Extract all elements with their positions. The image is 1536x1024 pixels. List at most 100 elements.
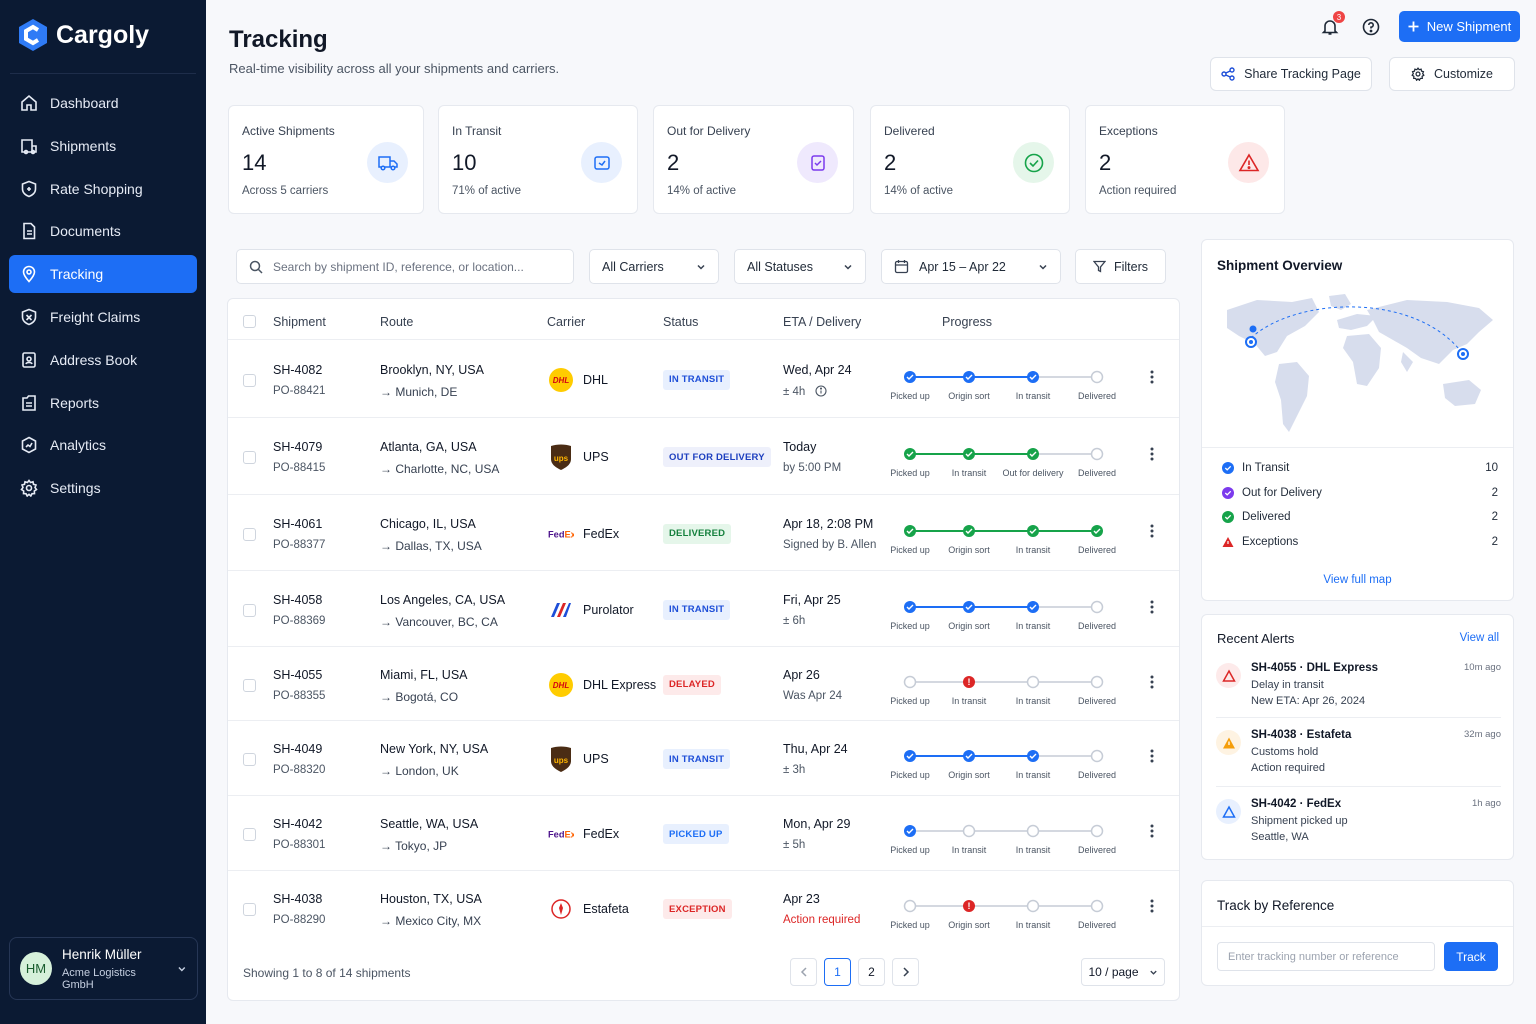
stat-card-in-transit[interactable]: In Transit 10 71% of active bbox=[438, 105, 638, 214]
row-actions-menu[interactable] bbox=[1149, 674, 1155, 695]
row-checkbox[interactable] bbox=[243, 527, 256, 541]
table-row[interactable]: SH-4055 PO-88355 Miami, FL, USA → Bogotá, C… bbox=[228, 646, 1179, 721]
table-row[interactable]: SH-4058 PO-88369 Los Angeles, CA, USA → Van… bbox=[228, 570, 1179, 647]
alert-divider bbox=[1216, 717, 1501, 718]
alert-item[interactable]: SH-4038 · Estafeta Customs hold Action req… bbox=[1216, 729, 1501, 789]
stat-card-delivered[interactable]: Delivered 2 14% of active bbox=[870, 105, 1070, 214]
stat-card-exceptions[interactable]: Exceptions 2 Action required bbox=[1085, 105, 1285, 214]
table-row[interactable]: SH-4038 PO-88290 Houston, TX, USA → Mexico … bbox=[228, 870, 1179, 946]
table-row[interactable]: SH-4042 PO-88301 Seattle, WA, USA → Tokyo, … bbox=[228, 795, 1179, 871]
shipment-id[interactable]: SH-4042 bbox=[273, 817, 323, 831]
shipment-id[interactable]: SH-4038 bbox=[273, 892, 323, 906]
carrier-select[interactable]: All Carriers bbox=[589, 249, 719, 284]
page-size-select[interactable]: 10 / page bbox=[1081, 958, 1165, 986]
alert-time: 1h ago bbox=[1471, 798, 1501, 809]
row-actions-menu[interactable] bbox=[1149, 369, 1155, 390]
sidebar-item-freight-claims[interactable]: Freight Claims bbox=[9, 298, 197, 336]
help-button[interactable] bbox=[1361, 17, 1381, 37]
progress-tracker: Picked up Origin sort In transit Delivered bbox=[890, 748, 1130, 788]
row-checkbox[interactable] bbox=[243, 373, 256, 387]
world-map[interactable] bbox=[1217, 292, 1500, 448]
notifications-button[interactable]: 3 bbox=[1320, 11, 1345, 37]
user-menu[interactable]: HM Henrik Müller Acme Logistics GmbH bbox=[9, 937, 198, 1000]
shipment-id[interactable]: SH-4058 bbox=[273, 592, 323, 607]
page-button-2[interactable]: 2 bbox=[858, 958, 885, 986]
sidebar-item-address-book[interactable]: Address Book bbox=[9, 341, 197, 379]
table-row[interactable]: SH-4061 PO-88377 Chicago, IL, USA → Dallas,… bbox=[228, 494, 1179, 571]
customize-button[interactable]: Customize bbox=[1389, 57, 1515, 91]
search-placeholder: Search by shipment ID, reference, or loc… bbox=[273, 259, 524, 274]
row-checkbox[interactable] bbox=[243, 753, 256, 766]
shipment-id[interactable]: SH-4079 bbox=[273, 440, 323, 454]
progress-step-error bbox=[963, 900, 975, 912]
column-header[interactable]: ETA / Delivery bbox=[783, 315, 862, 329]
sidebar-item-settings[interactable]: Settings bbox=[9, 469, 197, 507]
table-row[interactable]: SH-4079 PO-88415 Atlanta, GA, USA → Charlot… bbox=[228, 417, 1179, 495]
progress-step-done bbox=[963, 600, 975, 613]
info-icon[interactable] bbox=[814, 384, 827, 397]
column-header[interactable]: Route bbox=[380, 315, 414, 329]
tracking-reference-input[interactable]: Enter tracking number or reference bbox=[1217, 942, 1435, 971]
row-actions-menu[interactable] bbox=[1149, 748, 1155, 769]
column-header[interactable]: Carrier bbox=[547, 315, 586, 329]
row-checkbox[interactable] bbox=[243, 903, 256, 916]
row-checkbox[interactable] bbox=[243, 828, 256, 841]
progress-step-done bbox=[963, 750, 975, 762]
track-divider bbox=[1202, 926, 1513, 927]
progress-step-label: In transit bbox=[951, 468, 987, 478]
ups-logo-icon: ups bbox=[551, 746, 571, 772]
sidebar-item-analytics[interactable]: Analytics bbox=[9, 426, 197, 464]
progress-step-done bbox=[904, 825, 916, 837]
row-actions-menu[interactable] bbox=[1149, 523, 1155, 544]
eta-date: Apr 23 bbox=[783, 892, 820, 906]
column-header[interactable]: Shipment bbox=[273, 315, 326, 329]
sidebar-item-reports[interactable]: Reports bbox=[9, 384, 197, 422]
carrier-name: FedEx bbox=[583, 827, 620, 841]
shipment-id[interactable]: SH-4055 bbox=[273, 667, 323, 682]
status-select[interactable]: All Statuses bbox=[734, 249, 866, 284]
stat-card-out-for-delivery[interactable]: Out for Delivery 2 14% of active bbox=[653, 105, 854, 214]
chevron-right-icon bbox=[902, 967, 909, 977]
alert-item[interactable]: SH-4042 · FedEx Shipment picked up Seattle… bbox=[1216, 798, 1501, 858]
sidebar-item-rate-shopping[interactable]: Rate Shopping bbox=[9, 170, 197, 208]
row-actions-menu[interactable] bbox=[1149, 446, 1155, 467]
table-row[interactable]: SH-4049 PO-88320 New York, NY, USA → London… bbox=[228, 720, 1179, 796]
next-page-button[interactable] bbox=[892, 958, 919, 986]
eta-date: Today bbox=[783, 440, 817, 454]
track-button[interactable]: Track bbox=[1444, 942, 1498, 971]
row-actions-menu[interactable] bbox=[1149, 599, 1155, 620]
route-origin: Los Angeles, CA, USA bbox=[380, 592, 506, 607]
search-input[interactable]: Search by shipment ID, reference, or loc… bbox=[236, 249, 574, 284]
column-header[interactable]: Progress bbox=[942, 315, 993, 329]
shipment-id[interactable]: SH-4049 bbox=[273, 742, 323, 756]
row-checkbox[interactable] bbox=[243, 678, 256, 692]
date-range-value: Apr 15 – Apr 22 bbox=[919, 259, 1006, 274]
row-actions-menu[interactable] bbox=[1149, 823, 1155, 844]
progress-tracker: Picked up Origin sort In transit Delivered bbox=[890, 599, 1130, 639]
alert-item[interactable]: SH-4055 · DHL Express Delay in transit New… bbox=[1216, 662, 1501, 722]
prev-page-button[interactable] bbox=[790, 958, 817, 986]
column-header[interactable]: Status bbox=[663, 315, 699, 329]
row-actions-menu[interactable] bbox=[1149, 898, 1155, 919]
stat-card-active-shipments[interactable]: Active Shipments 14 Across 5 carriers bbox=[228, 105, 424, 214]
select-all-checkbox[interactable] bbox=[243, 315, 256, 328]
sidebar-item-shipments[interactable]: Shipments bbox=[9, 127, 197, 165]
date-range-picker[interactable]: Apr 15 – Apr 22 bbox=[881, 249, 1061, 284]
new-shipment-button[interactable]: New Shipment bbox=[1399, 11, 1520, 42]
sidebar-item-tracking[interactable]: Tracking bbox=[9, 255, 197, 294]
view-full-map-link[interactable]: View full map bbox=[1323, 574, 1392, 586]
filters-button[interactable]: Filters bbox=[1075, 249, 1166, 284]
shipment-id[interactable]: SH-4082 bbox=[273, 362, 323, 377]
page-button-1[interactable]: 1 bbox=[824, 958, 851, 986]
share-tracking-button[interactable]: Share Tracking Page bbox=[1210, 57, 1372, 91]
sidebar-item-documents[interactable]: Documents bbox=[9, 212, 197, 250]
sidebar-item-dashboard[interactable]: Dashboard bbox=[9, 84, 197, 122]
shipment-id[interactable]: SH-4061 bbox=[273, 516, 323, 531]
legend-check-icon bbox=[1222, 511, 1234, 523]
eta-date: Thu, Apr 24 bbox=[783, 742, 848, 756]
view-all-alerts-link[interactable]: View all bbox=[1459, 632, 1499, 644]
table-row[interactable]: SH-4082 PO-88421 Brooklyn, NY, USA → Munich… bbox=[228, 339, 1179, 418]
row-checkbox[interactable] bbox=[243, 451, 256, 464]
app-logo[interactable]: Cargoly bbox=[18, 18, 149, 52]
row-checkbox[interactable] bbox=[243, 603, 256, 617]
